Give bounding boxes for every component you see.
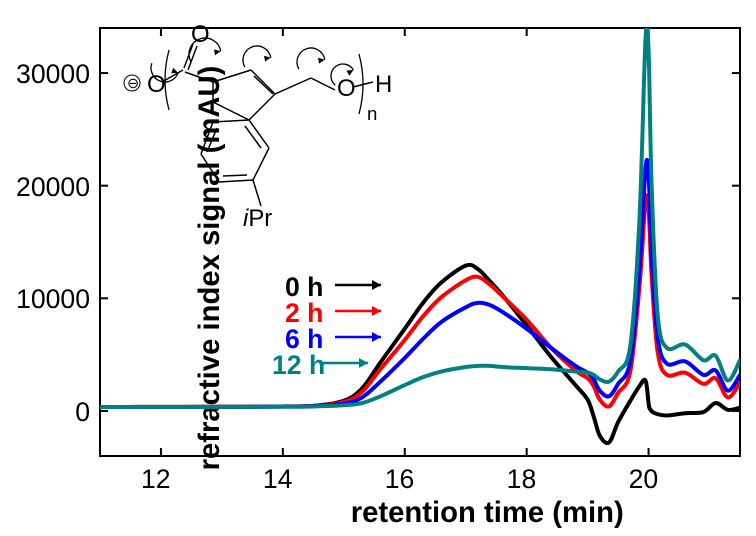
svg-text:n: n xyxy=(367,103,377,124)
molecule-inset: ⊖OOOnHiPr xyxy=(124,21,392,232)
y-tick-label: 10000 xyxy=(16,284,90,315)
series-group xyxy=(100,24,740,443)
legend-arrows xyxy=(322,280,381,368)
x-tick-label: 20 xyxy=(629,464,659,495)
legend-12h: 12 h xyxy=(272,350,325,381)
y-tick-label: 0 xyxy=(75,397,90,428)
x-tick-label: 18 xyxy=(507,464,537,495)
x-tick-label: 16 xyxy=(385,464,415,495)
series-6h xyxy=(100,160,740,407)
y-tick-label: 30000 xyxy=(16,59,90,90)
svg-text:iPr: iPr xyxy=(243,205,272,232)
svg-text:⊖: ⊖ xyxy=(127,76,139,92)
series-0h xyxy=(100,265,740,443)
svg-text:O: O xyxy=(147,71,166,98)
svg-text:O: O xyxy=(191,21,210,48)
plot-svg: ⊖OOOnHiPr xyxy=(0,0,756,536)
svg-text:O: O xyxy=(337,75,356,102)
x-tick-label: 12 xyxy=(141,464,171,495)
y-tick-label: 20000 xyxy=(16,172,90,203)
x-tick-label: 14 xyxy=(263,464,293,495)
svg-text:H: H xyxy=(375,71,392,98)
chromatogram-chart: refractive index signal (mAU) retention … xyxy=(0,0,756,536)
